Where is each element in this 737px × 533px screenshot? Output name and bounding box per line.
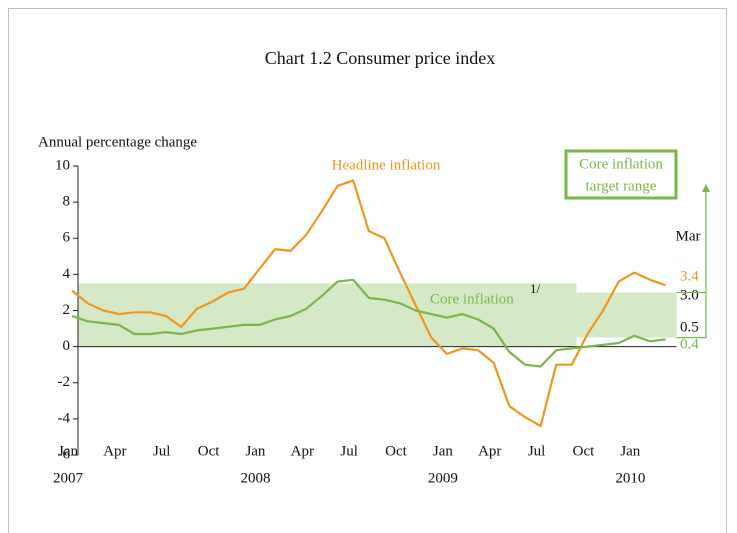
y-tick-label: 10: [55, 157, 70, 173]
y-tick-label: 0: [63, 338, 71, 354]
value-label: 0.4: [680, 336, 699, 352]
x-tick-label: Jul: [340, 443, 358, 459]
target-box-label: target range: [586, 178, 657, 194]
end-label: Mar: [676, 228, 701, 244]
y-tick-label: 2: [63, 302, 71, 318]
y-tick-label: -4: [58, 410, 71, 426]
y-tick-label: 4: [63, 266, 71, 282]
y-tick-label: -6: [58, 446, 71, 462]
x-tick-label: Jan: [245, 443, 265, 459]
target-band: [576, 292, 677, 338]
x-tick-label: Jul: [153, 443, 171, 459]
year-label: 2009: [428, 470, 458, 486]
x-tick-label: Apr: [478, 443, 501, 459]
x-tick-label: Oct: [573, 443, 595, 459]
year-label: 2008: [240, 470, 270, 486]
x-tick-label: Jan: [433, 443, 453, 459]
value-label: 3.0: [680, 287, 699, 303]
x-tick-label: Oct: [385, 443, 407, 459]
value-label: 3.4: [680, 268, 699, 284]
x-tick-label: Apr: [103, 443, 126, 459]
x-tick-label: Jan: [620, 443, 640, 459]
footnote: 1/: [530, 281, 541, 296]
value-label: 0.5: [680, 319, 699, 335]
chart-title: Chart 1.2 Consumer price index: [265, 48, 495, 68]
x-tick-label: Jan: [58, 443, 78, 459]
bracket: [676, 190, 707, 339]
year-label: 2010: [615, 470, 645, 486]
series-label: Core inflation: [430, 291, 514, 307]
target-box: [564, 149, 678, 200]
y-tick-label: 6: [63, 230, 71, 246]
series-label: Headline inflation: [332, 157, 441, 173]
y-axis-label: Annual percentage change: [38, 134, 197, 150]
y-tick-label: 8: [63, 194, 71, 210]
year-label: 2007: [53, 470, 84, 486]
series-line: [71, 278, 666, 368]
frame: [8, 8, 727, 533]
x-tick-label: Oct: [198, 443, 220, 459]
target-box-label: Core inflation: [579, 156, 663, 172]
series-line: [71, 179, 666, 428]
x-tick-label: Jul: [528, 443, 546, 459]
y-tick-label: -2: [58, 374, 71, 390]
x-tick-label: Apr: [291, 443, 314, 459]
arrow-head: [702, 184, 710, 192]
